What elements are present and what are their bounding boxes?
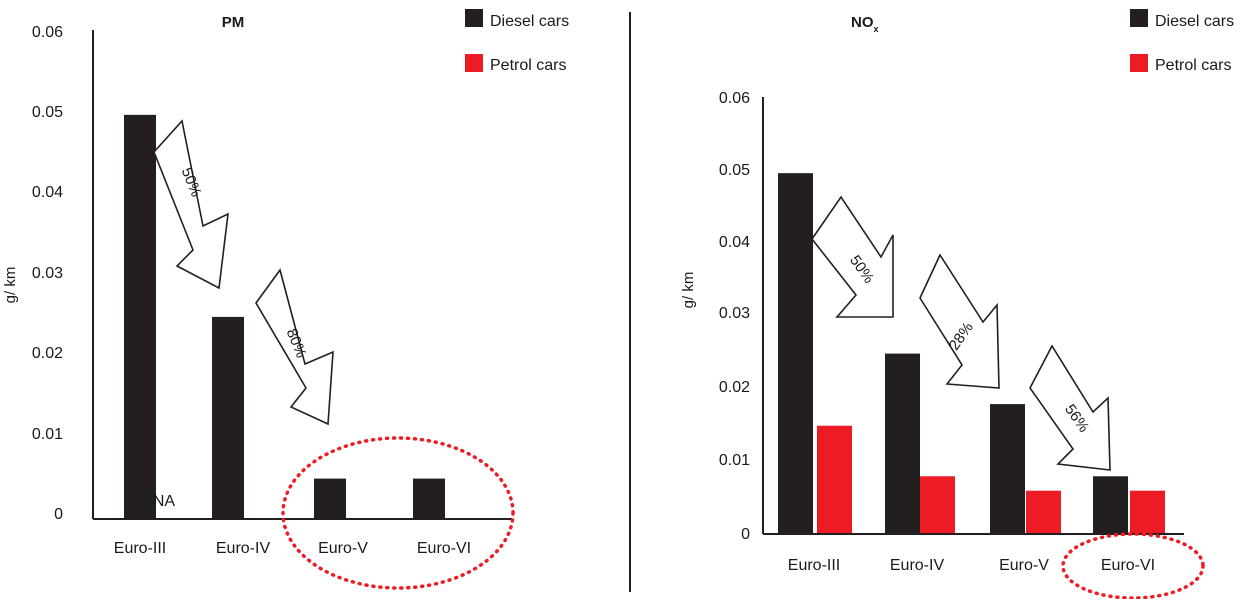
pm-legend-petrol: Petrol cars (490, 57, 566, 74)
pm-y-axis-label: g/ km (2, 267, 19, 304)
nox-x-tick: Euro-V (999, 557, 1049, 574)
nox-title-subscript: x (874, 24, 879, 34)
nox-reduction-arrow (919, 253, 1000, 389)
nox-bar-diesel (778, 173, 813, 534)
pm-chart: PM g/ km 0 0.01 0.02 0.03 0.04 0.05 0.06… (2, 9, 569, 590)
pm-y-ticks: 0 0.01 0.02 0.03 0.04 0.05 0.06 (32, 24, 63, 523)
nox-chart: NOx g/ km 0 0.01 0.02 0.03 0.04 0.05 0.0… (680, 9, 1234, 600)
nox-y-tick: 0.06 (719, 90, 750, 107)
nox-chart-title: NOx (851, 14, 879, 34)
pm-chart-title: PM (222, 14, 245, 31)
nox-legend-swatch-diesel (1130, 9, 1148, 27)
nox-bar-petrol (1130, 490, 1165, 534)
pm-legend-swatch-petrol (465, 54, 483, 72)
pm-legend-swatch-diesel (465, 9, 483, 27)
nox-bar-diesel (1093, 476, 1128, 534)
pm-bars (124, 114, 445, 519)
pm-y-tick: 0.06 (32, 24, 63, 41)
nox-x-tick: Euro-III (788, 557, 840, 574)
pm-y-tick: 0.04 (32, 184, 63, 201)
pm-y-tick: 0.01 (32, 426, 63, 443)
nox-y-tick: 0.04 (719, 234, 750, 251)
pm-x-tick: Euro-IV (216, 540, 271, 557)
pm-x-tick: Euro-V (318, 540, 368, 557)
nox-bar-diesel (885, 353, 920, 534)
pm-y-tick: 0.02 (32, 345, 63, 362)
nox-legend-swatch-petrol (1130, 54, 1148, 72)
nox-highlight-ellipse (1061, 532, 1205, 600)
pm-reduction-arrow (153, 119, 229, 290)
pm-bar-diesel (124, 114, 156, 519)
pm-bar-diesel (314, 478, 346, 519)
pm-bar-diesel (413, 478, 445, 519)
nox-x-tick: Euro-VI (1101, 557, 1155, 574)
nox-bar-petrol (920, 476, 955, 534)
pm-legend-diesel: Diesel cars (490, 13, 569, 30)
nox-y-axis-label: g/ km (680, 272, 697, 309)
nox-reduction-arrow (1029, 344, 1111, 471)
nox-x-tick: Euro-IV (890, 557, 945, 574)
nox-reduction-arrow (811, 195, 894, 318)
pm-reduction-arrow (255, 268, 334, 426)
nox-bar-diesel (990, 404, 1025, 534)
pm-x-tick: Euro-III (114, 540, 166, 557)
pm-y-tick: 0.05 (32, 104, 63, 121)
nox-bars (778, 173, 1165, 534)
nox-title-main: NO (851, 14, 874, 31)
nox-y-tick: 0 (741, 526, 750, 543)
pm-y-tick: 0.03 (32, 265, 63, 282)
pm-y-tick: 0 (54, 506, 63, 523)
nox-legend-diesel: Diesel cars (1155, 13, 1234, 30)
nox-legend-petrol: Petrol cars (1155, 57, 1231, 74)
nox-bar-petrol (1026, 490, 1061, 534)
pm-x-tick: Euro-VI (417, 540, 471, 557)
nox-y-ticks: 0 0.01 0.02 0.03 0.04 0.05 0.06 (719, 90, 750, 543)
pm-na-label: NA (153, 493, 176, 510)
nox-y-tick: 0.02 (719, 379, 750, 396)
pm-bar-diesel (212, 316, 244, 519)
nox-bar-petrol (817, 425, 852, 534)
nox-y-tick: 0.03 (719, 305, 750, 322)
nox-y-tick: 0.05 (719, 162, 750, 179)
pm-highlight-ellipse (281, 436, 515, 590)
nox-y-tick: 0.01 (719, 452, 750, 469)
